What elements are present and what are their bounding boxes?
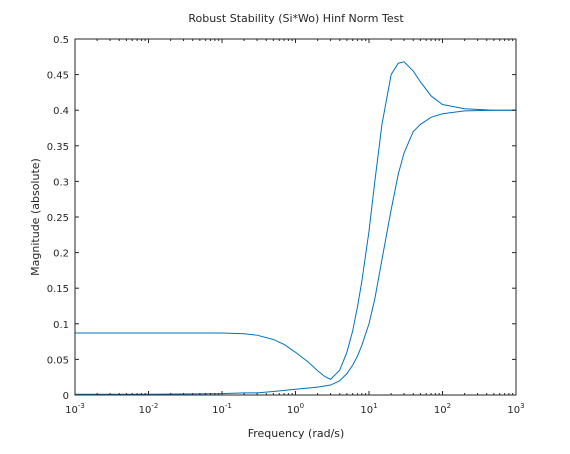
y-tick-label: 0.35	[47, 142, 69, 153]
x-tick-label: 102	[434, 402, 451, 416]
plot-lines	[75, 61, 516, 395]
y-tick-label: 0.15	[47, 284, 69, 295]
x-tick-label: 101	[360, 402, 377, 416]
y-tick-label: 0.5	[53, 35, 69, 46]
y-tick-label: 0	[63, 391, 69, 402]
plot-axes-box	[74, 38, 517, 396]
y-tick-label: 0.1	[53, 320, 69, 331]
x-tick-label: 10-1	[212, 402, 232, 416]
series-line-1	[75, 61, 516, 380]
y-axis-label: Magnitude (absolute)	[29, 158, 42, 276]
y-tick-label: 0.05	[47, 355, 69, 366]
y-tick-label: 0.2	[53, 249, 69, 260]
y-tick-label: 0.25	[47, 213, 69, 224]
series-line-2	[75, 109, 516, 395]
y-tick-label: 0.3	[53, 177, 69, 188]
y-axis: 0 0.05 0.1 0.15 0.2 0.25 0.3 0.35 0.4 0.45 0.5	[47, 35, 516, 402]
x-tick-label: 10-2	[139, 402, 159, 416]
x-tick-label: 103	[507, 402, 524, 416]
y-tick-label: 0.45	[47, 71, 69, 82]
x-axis: 10-3 10-2 10-1 100 101 102 103	[65, 39, 525, 416]
x-tick-label: 10-3	[65, 402, 85, 416]
x-axis-label: Frequency (rad/s)	[248, 427, 345, 440]
chart-title: Robust Stability (Si*Wo) Hinf Norm Test	[188, 12, 404, 25]
x-tick-label: 100	[287, 402, 304, 416]
y-tick-label: 0.4	[53, 106, 69, 117]
